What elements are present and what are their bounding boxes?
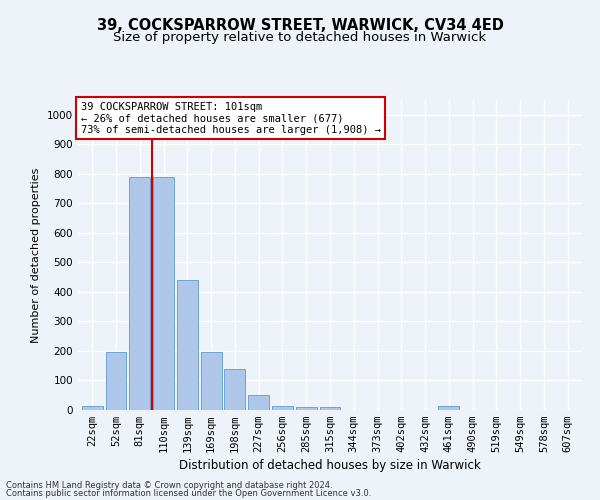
Bar (248, 395, 269, 410)
Text: Contains HM Land Registry data © Crown copyright and database right 2024.: Contains HM Land Registry data © Crown c… (6, 480, 332, 490)
Bar (130, 177, 150, 410)
X-axis label: Distribution of detached houses by size in Warwick: Distribution of detached houses by size … (179, 460, 481, 472)
Bar (106, 352, 127, 410)
Bar (224, 368, 245, 410)
Bar (177, 280, 198, 410)
Bar (200, 352, 221, 410)
Text: 39 COCKSPARROW STREET: 101sqm
← 26% of detached houses are smaller (677)
73% of : 39 COCKSPARROW STREET: 101sqm ← 26% of d… (80, 102, 380, 134)
Bar (82, 406, 103, 410)
Text: Contains public sector information licensed under the Open Government Licence v3: Contains public sector information licen… (6, 489, 371, 498)
Y-axis label: Number of detached properties: Number of detached properties (31, 168, 41, 342)
Text: Size of property relative to detached houses in Warwick: Size of property relative to detached ho… (113, 31, 487, 44)
Bar (296, 407, 317, 410)
Bar (153, 177, 174, 410)
Bar (439, 406, 460, 410)
Bar (320, 407, 340, 410)
Text: 39, COCKSPARROW STREET, WARWICK, CV34 4ED: 39, COCKSPARROW STREET, WARWICK, CV34 4E… (97, 18, 503, 32)
Bar (272, 406, 293, 410)
